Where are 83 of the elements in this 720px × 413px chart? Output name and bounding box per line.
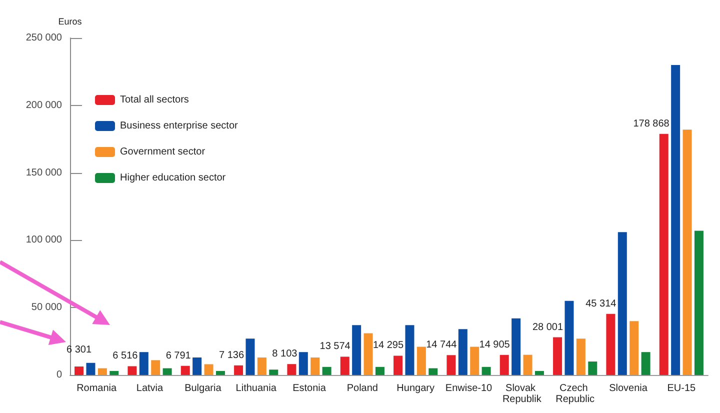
y-tick-label: 250 000 <box>26 32 62 44</box>
data-label: 14 905 <box>479 339 510 350</box>
data-label: 45 314 <box>586 298 617 310</box>
data-label: 13 574 <box>320 341 351 352</box>
legend-label: Business enterprise sector <box>120 120 238 132</box>
bar <box>659 134 668 375</box>
data-label: 7 136 <box>219 350 244 361</box>
y-tick-label: 100 000 <box>26 234 62 246</box>
data-label: 6 301 <box>66 344 92 356</box>
bar <box>110 370 119 375</box>
bar <box>588 362 598 375</box>
x-tick-label: Poland <box>346 383 378 394</box>
y-tick-label: 150 000 <box>26 167 62 178</box>
bar <box>322 366 332 375</box>
bar <box>641 352 650 375</box>
bar <box>606 314 616 375</box>
y-tick-label: 0 <box>56 370 62 380</box>
bar <box>482 366 491 375</box>
bar <box>98 368 107 375</box>
bar <box>576 338 586 375</box>
bar <box>310 357 320 375</box>
x-tick-label: Bulgaria <box>184 383 222 394</box>
bar <box>618 232 627 375</box>
bar <box>234 365 244 375</box>
bar <box>512 318 521 375</box>
bar <box>500 354 509 375</box>
y-tick-label: 200 000 <box>26 100 62 111</box>
bar <box>682 130 692 375</box>
bar <box>364 333 373 375</box>
bar <box>352 325 362 375</box>
bar <box>458 329 468 375</box>
x-tick-label: Hungary <box>396 383 434 394</box>
bar <box>470 346 480 375</box>
data-label: 6 516 <box>112 350 138 362</box>
bar <box>523 354 532 375</box>
legend-label: Government sector <box>120 146 206 158</box>
bar <box>564 300 574 375</box>
y-axis-title: Euros <box>58 16 82 26</box>
x-tick-label: EU-15 <box>667 383 696 394</box>
bar <box>405 325 414 375</box>
bar <box>246 338 255 375</box>
y-tick-label: 50 000 <box>31 302 62 314</box>
legend-label: Higher education sector <box>120 172 226 184</box>
x-tick-label: Enwise-10 <box>445 383 493 394</box>
data-label: 178 868 <box>633 118 670 130</box>
x-tick-label: Slovenia <box>609 383 648 394</box>
data-label: 8 103 <box>272 348 298 360</box>
bar <box>139 352 148 375</box>
data-label: 28 001 <box>532 322 564 333</box>
bar <box>269 370 278 375</box>
bar <box>553 337 562 375</box>
bar <box>216 370 225 375</box>
bar <box>162 368 172 375</box>
bar <box>298 352 308 375</box>
bar <box>287 364 296 375</box>
bar <box>192 357 202 375</box>
bar <box>86 362 96 375</box>
x-tick-label: Estonia <box>292 383 326 394</box>
data-label: 6 791 <box>166 350 192 362</box>
bar <box>671 64 680 375</box>
bar <box>340 356 350 375</box>
bar <box>428 368 438 375</box>
bar <box>151 360 160 375</box>
x-tick-label: Slovak Republik <box>502 383 542 405</box>
x-tick-label: Latvia <box>136 383 164 394</box>
bar <box>694 230 704 375</box>
bar <box>74 366 84 375</box>
bar <box>394 356 403 375</box>
x-tick-label: Czech Republic <box>556 383 595 405</box>
data-label: 14 744 <box>426 340 458 351</box>
bar <box>257 357 266 375</box>
bar <box>375 366 384 375</box>
bar <box>534 370 544 375</box>
x-tick-label: Lithuania <box>236 383 277 394</box>
legend-label: Total all sectors <box>120 94 189 106</box>
x-tick-label: Romania <box>76 383 118 394</box>
bar <box>180 366 190 375</box>
bar <box>446 355 456 375</box>
data-label: 14 295 <box>372 340 404 352</box>
bar <box>204 364 214 375</box>
bar <box>128 366 137 375</box>
bar <box>630 321 639 375</box>
bar <box>416 346 426 375</box>
